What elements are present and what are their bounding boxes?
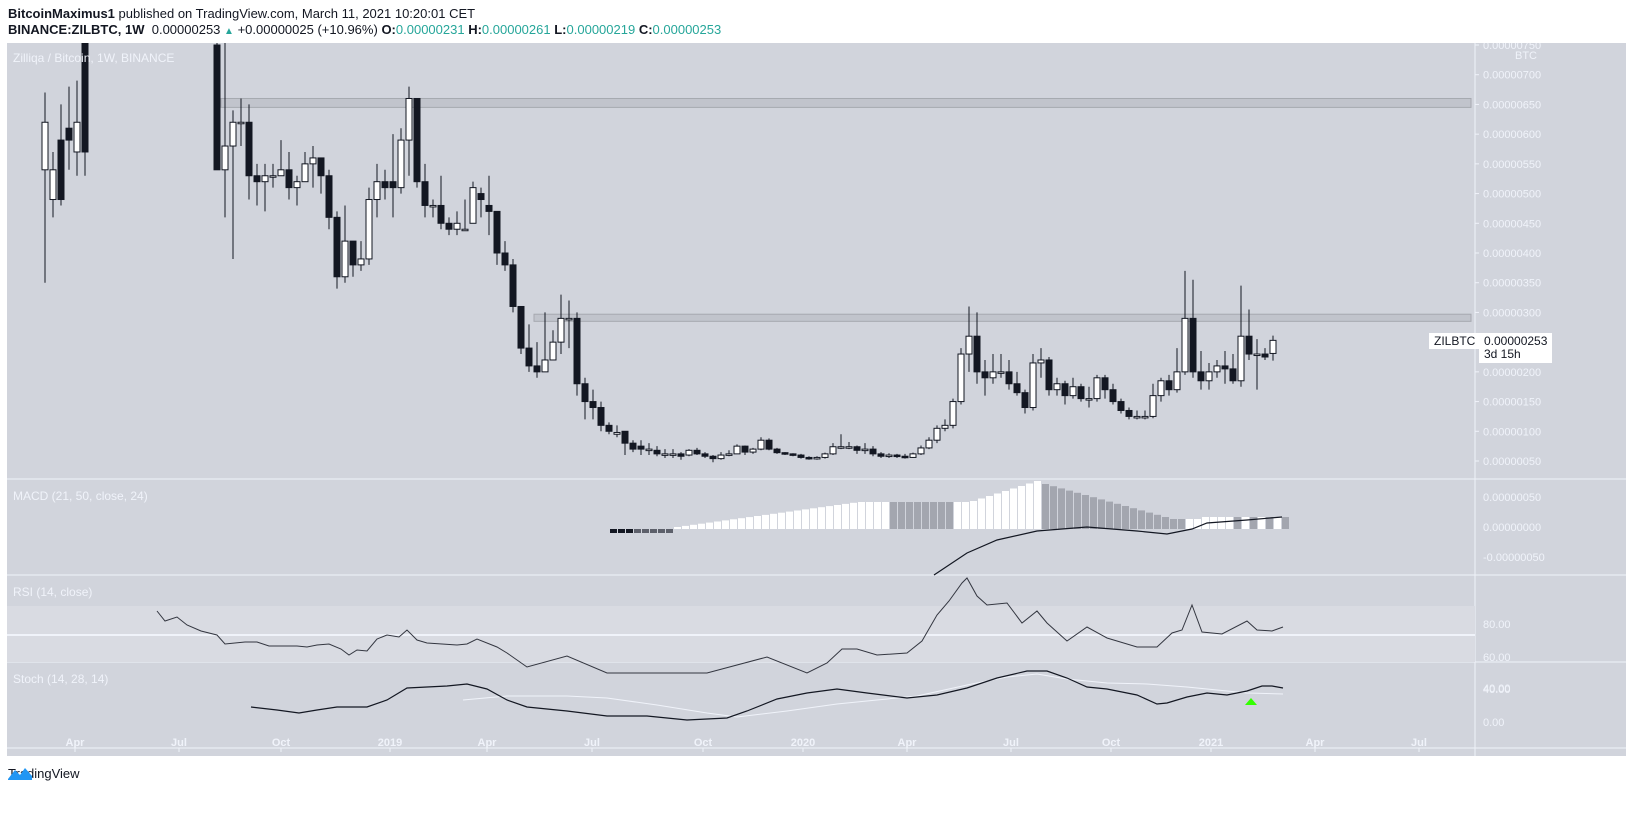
- symbol-info: BINANCE:ZILBTC, 1W 0.00000253 ▲ +0.00000…: [8, 22, 721, 37]
- svg-text:Jul: Jul: [1003, 737, 1019, 749]
- svg-text:0.00000750: 0.00000750: [1483, 43, 1541, 52]
- svg-text:2020: 2020: [791, 737, 815, 749]
- chart-canvas[interactable]: 0.00000050 0.00000100 0.00000150 0.00000200…: [7, 43, 1626, 756]
- svg-text:Oct: Oct: [272, 737, 291, 749]
- svg-text:0.00000050: 0.00000050: [1483, 492, 1541, 504]
- svg-text:0.00000650: 0.00000650: [1483, 99, 1541, 111]
- high-value: 0.00000261: [481, 22, 551, 37]
- svg-text:0.00000450: 0.00000450: [1483, 218, 1541, 230]
- stoch-pane-title: Stoch (14, 28, 14): [13, 672, 109, 686]
- up-arrow-icon: ▲: [224, 26, 234, 37]
- svg-text:40.00: 40.00: [1483, 683, 1511, 695]
- svg-text:0.00000500: 0.00000500: [1483, 189, 1541, 201]
- tradingview-logo[interactable]: TradingView: [8, 766, 80, 781]
- svg-text:Jul: Jul: [1411, 737, 1427, 749]
- high-label: H:: [468, 22, 482, 37]
- chart-area[interactable]: 0.00000050 0.00000100 0.00000150 0.00000200…: [7, 43, 1626, 756]
- tradingview-icon: [8, 768, 32, 780]
- svg-text:80.00: 80.00: [1483, 619, 1511, 631]
- svg-text:Apr: Apr: [66, 737, 86, 749]
- svg-text:2021: 2021: [1199, 737, 1223, 749]
- svg-text:2019: 2019: [378, 737, 402, 749]
- change-value: +0.00000025 (+10.96%): [237, 22, 378, 37]
- svg-text:Apr: Apr: [1306, 737, 1326, 749]
- macd-pane-title: MACD (21, 50, close, 24): [13, 489, 148, 503]
- last-price-tag: 0.00000253 3d 15h: [1479, 333, 1553, 363]
- symbol-price-tag: ZILBTC: [1429, 333, 1481, 349]
- bar-countdown: 3d 15h: [1484, 347, 1521, 361]
- svg-text:Oct: Oct: [694, 737, 713, 749]
- svg-text:0.00000150: 0.00000150: [1483, 397, 1541, 409]
- svg-text:Oct: Oct: [1102, 737, 1121, 749]
- svg-text:0.00000200: 0.00000200: [1483, 367, 1541, 379]
- low-label: L:: [554, 22, 567, 37]
- svg-text:Jul: Jul: [584, 737, 600, 749]
- svg-text:0.00000300: 0.00000300: [1483, 307, 1541, 319]
- svg-text:0.00000100: 0.00000100: [1483, 426, 1541, 438]
- svg-text:Apr: Apr: [478, 737, 498, 749]
- svg-text:-0.00000050: -0.00000050: [1483, 552, 1545, 564]
- price-pane-title: Zilliqa / Bitcoin, 1W, BINANCE: [13, 51, 175, 65]
- low-value: 0.00000219: [566, 22, 636, 37]
- svg-text:40.00: 40.00: [1483, 684, 1511, 696]
- svg-text:0.00000050: 0.00000050: [1483, 456, 1541, 468]
- svg-text:0.00000350: 0.00000350: [1483, 278, 1541, 290]
- svg-text:0.00000600: 0.00000600: [1483, 129, 1541, 141]
- rsi-pane-title: RSI (14, close): [13, 585, 93, 599]
- currency-label: BTC: [1515, 50, 1537, 62]
- svg-text:0.00000700: 0.00000700: [1483, 70, 1541, 82]
- svg-text:0.00000000: 0.00000000: [1483, 522, 1541, 534]
- author-name[interactable]: BitcoinMaximus1: [8, 6, 115, 21]
- symbol-label: BINANCE:ZILBTC, 1W: [8, 22, 145, 37]
- svg-text:Apr: Apr: [898, 737, 918, 749]
- last-price: 0.00000253: [151, 22, 221, 37]
- svg-text:Jul: Jul: [171, 737, 187, 749]
- close-label: C:: [638, 22, 653, 37]
- svg-text:0.00000400: 0.00000400: [1483, 248, 1541, 260]
- last-price-value: 0.00000253: [1484, 334, 1548, 348]
- publish-text: published on TradingView.com, March 11, …: [118, 6, 476, 21]
- publish-info: BitcoinMaximus1 published on TradingView…: [8, 6, 475, 21]
- svg-text:0.00000550: 0.00000550: [1483, 159, 1541, 171]
- close-value: 0.00000253: [652, 22, 722, 37]
- open-label: O:: [381, 22, 396, 37]
- svg-text:0.00: 0.00: [1483, 717, 1504, 729]
- open-value: 0.00000231: [395, 22, 465, 37]
- svg-text:60.00: 60.00: [1483, 652, 1511, 664]
